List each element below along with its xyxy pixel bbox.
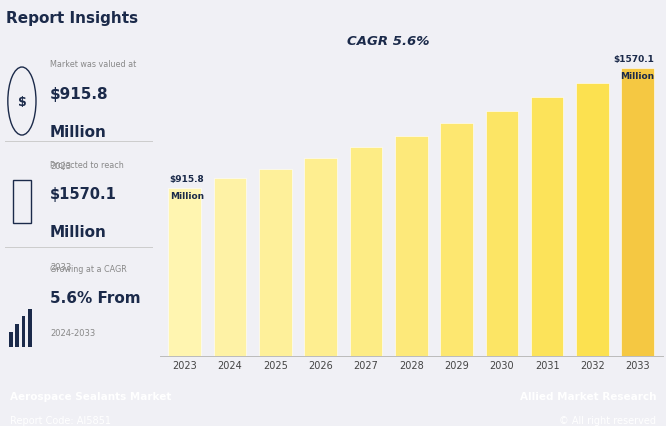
Text: Million: Million [170, 191, 204, 200]
Text: $915.8: $915.8 [170, 175, 204, 184]
Text: Report Insights: Report Insights [6, 12, 139, 26]
Bar [9, 332, 13, 347]
Bar [531, 98, 563, 356]
Text: Report Code: AI5851: Report Code: AI5851 [10, 415, 111, 425]
Bar [28, 309, 31, 347]
Bar [440, 124, 473, 356]
Text: $1570.1: $1570.1 [613, 55, 654, 64]
Bar [621, 69, 654, 356]
Bar [395, 136, 428, 356]
Text: Allied Market Research: Allied Market Research [519, 391, 656, 401]
Text: Aerospace Sealants Market: Aerospace Sealants Market [10, 391, 171, 401]
Text: © All right reserved: © All right reserved [559, 415, 656, 425]
Text: Growing at a CAGR: Growing at a CAGR [50, 264, 127, 273]
Text: $915.8: $915.8 [50, 87, 109, 102]
Text: 2023: 2023 [50, 162, 71, 171]
Bar [168, 188, 201, 356]
Text: 2024-2033: 2024-2033 [50, 328, 95, 337]
Bar [304, 159, 337, 356]
Bar [259, 169, 292, 356]
Bar [15, 324, 19, 347]
Text: $: $ [17, 95, 26, 108]
Text: 2033: 2033 [50, 262, 71, 271]
Text: $1570.1: $1570.1 [50, 187, 117, 201]
Text: CAGR 5.6%: CAGR 5.6% [348, 35, 430, 48]
Text: Million: Million [620, 72, 654, 81]
Text: Million: Million [50, 124, 107, 139]
Bar [486, 111, 518, 356]
Bar [214, 179, 246, 356]
Bar [350, 148, 382, 356]
Bar [21, 317, 25, 347]
Text: Projected to reach: Projected to reach [50, 160, 124, 169]
Text: Million: Million [50, 225, 107, 239]
Text: 5.6% From: 5.6% From [50, 290, 141, 305]
Bar [576, 84, 609, 356]
Text: Market was valued at: Market was valued at [50, 60, 137, 69]
